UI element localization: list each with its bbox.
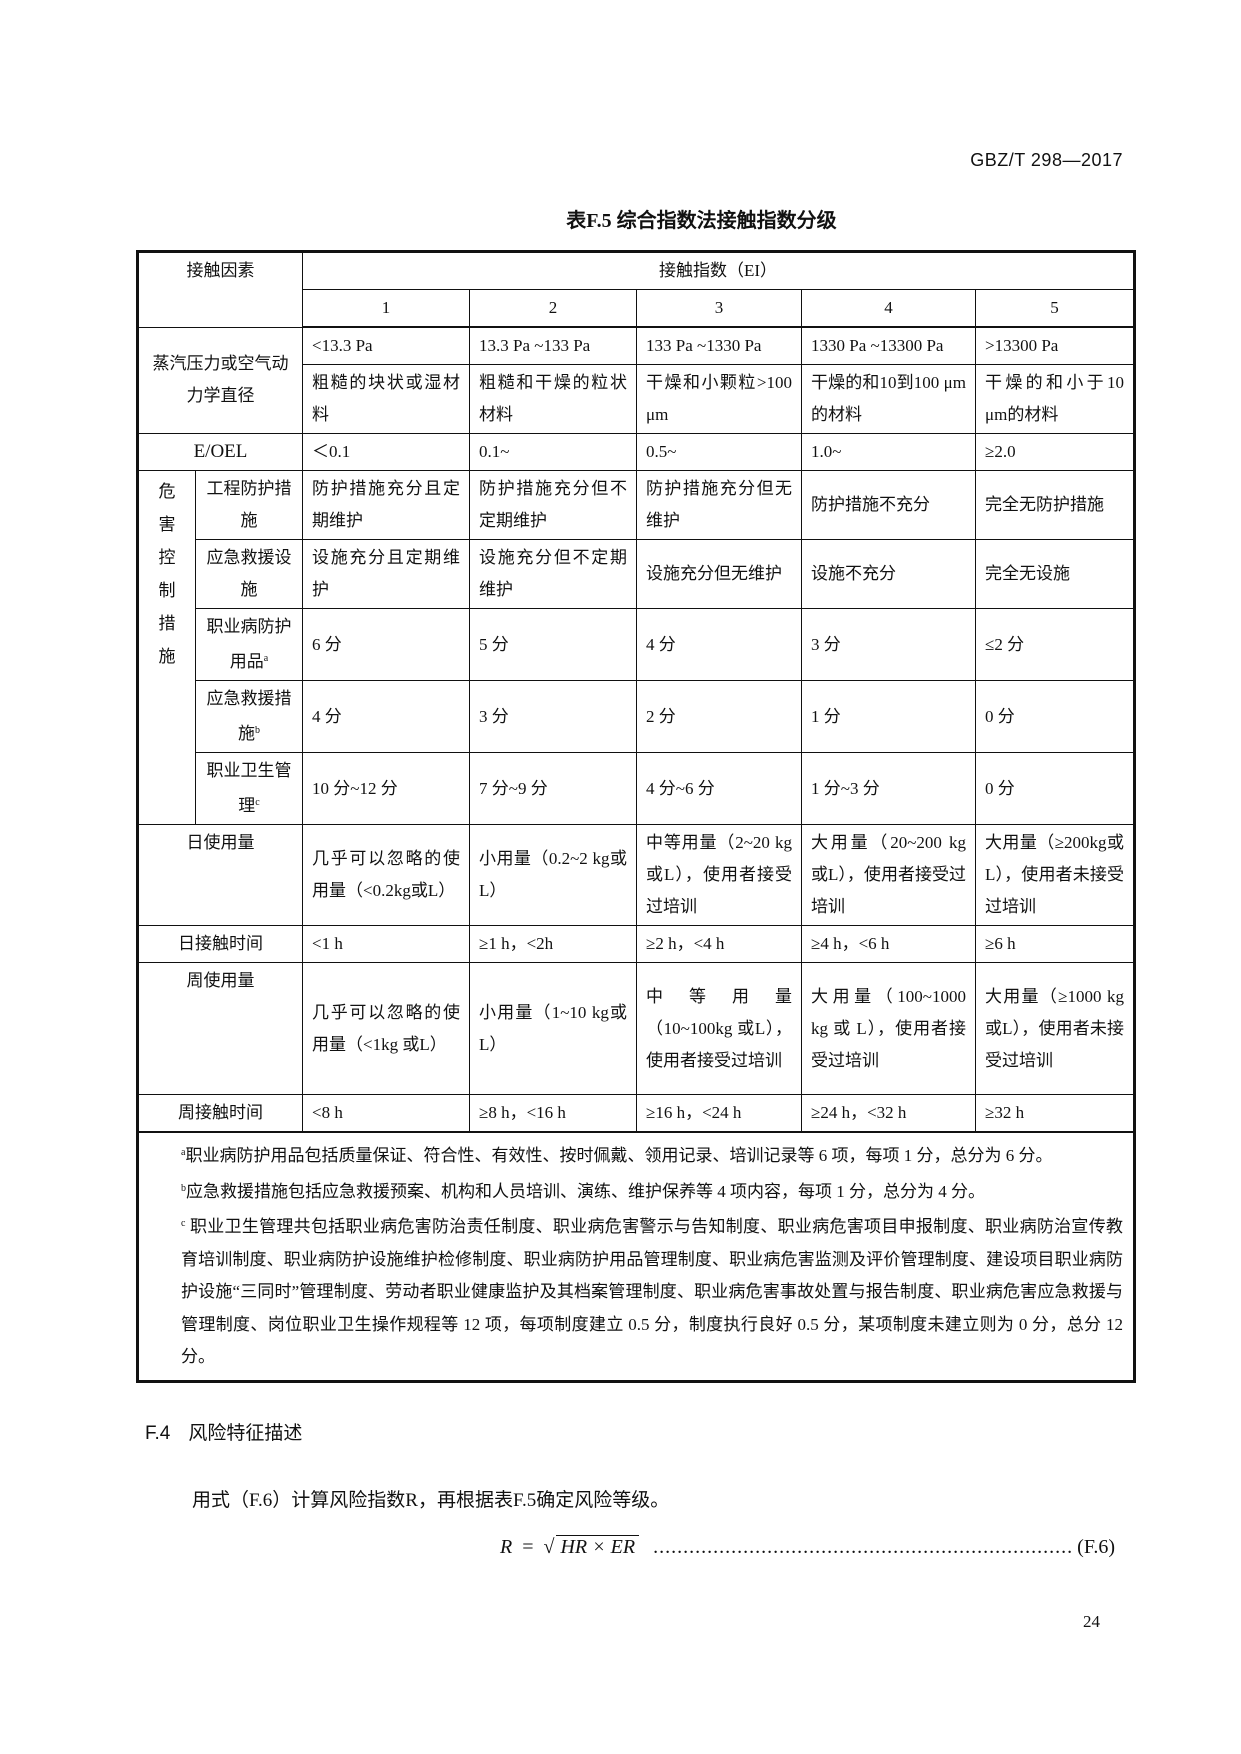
table-cell: 防护措施充分但不定期维护 xyxy=(469,470,637,540)
row-label: 应急救援措施b xyxy=(195,680,303,753)
table-cell: 1 分~3 分 xyxy=(801,752,976,825)
table-title: 表F.5 综合指数法接触指数分级 xyxy=(566,210,837,232)
table-cell: ≥4 h，<6 h xyxy=(801,925,976,963)
table-cell: 大用量（20~200 kg或L），使用者接受过培训 xyxy=(801,824,976,926)
table-cell: <8 h xyxy=(302,1094,470,1133)
daily-time-label: 日接触时间 xyxy=(137,925,303,963)
table-cell: 防护措施不充分 xyxy=(801,470,976,540)
table-cell: 干燥的和小于10 μm的材料 xyxy=(975,364,1135,434)
section-heading: F.4 风险特征描述 xyxy=(145,1423,303,1444)
level-5: 5 xyxy=(975,289,1135,328)
table-cell: 大用量（≥1000 kg或L），使用者未接受过培训 xyxy=(975,962,1135,1095)
table-cell: 设施充分但不定期维护 xyxy=(469,539,637,609)
table-cell: ≥1 h，<2h xyxy=(469,925,637,963)
table-cell: >13300 Pa xyxy=(975,326,1135,365)
note-a: a职业病防护用品包括质量保证、符合性、有效性、按时佩戴、领用记录、培训记录等 6… xyxy=(181,1146,1053,1165)
table-cell: 小用量（0.2~2 kg或L） xyxy=(469,824,637,926)
table-cell: 13.3 Pa ~133 Pa xyxy=(469,326,637,365)
row-label: 应急救援设施 xyxy=(195,539,303,609)
table-cell: ≥24 h，<32 h xyxy=(801,1094,976,1133)
table-cell: ＜0.1 xyxy=(302,433,470,471)
table-cell: ≤2 分 xyxy=(975,608,1135,681)
table-cell: 设施充分且定期维护 xyxy=(302,539,470,609)
table-cell: ≥6 h xyxy=(975,925,1135,963)
body-paragraph: 用式（F.6）计算风险指数R，再根据表F.5确定风险等级。 xyxy=(192,1490,670,1511)
table-cell: ≥32 h xyxy=(975,1094,1135,1133)
eoel-label: E/OEL xyxy=(137,433,303,471)
table-cell: ≥16 h，<24 h xyxy=(636,1094,802,1133)
table-cell: 2 分 xyxy=(636,680,802,753)
table-cell: 3 分 xyxy=(469,680,637,753)
table-cell: 干燥和小颗粒>100 μm xyxy=(636,364,802,434)
table-cell: 几乎可以忽略的使用量（<1kg 或L） xyxy=(302,962,470,1095)
header-ei: 接触指数（EI） xyxy=(302,251,1135,290)
table-cell: 设施不充分 xyxy=(801,539,976,609)
table-cell: <1 h xyxy=(302,925,470,963)
table-cell: 干燥的和10到100 μm的材料 xyxy=(801,364,976,434)
table-cell: 0 分 xyxy=(975,680,1135,753)
table-cell: 完全无防护措施 xyxy=(975,470,1135,540)
table-cell: 6 分 xyxy=(302,608,470,681)
note-c: c 职业卫生管理共包括职业病危害防治责任制度、职业病危害警示与告知制度、职业病危… xyxy=(181,1217,1123,1366)
table-cell: 小用量（1~10 kg或L） xyxy=(469,962,637,1095)
table-cell: 完全无设施 xyxy=(975,539,1135,609)
row-label: 工程防护措施 xyxy=(195,470,303,540)
daily-use-label: 日使用量 xyxy=(137,824,303,926)
level-1: 1 xyxy=(302,289,470,328)
row-label: 职业卫生管理c xyxy=(195,752,303,825)
table-cell: 粗糙的块状或湿材料 xyxy=(302,364,470,434)
table-cell: 0.5~ xyxy=(636,433,802,471)
weekly-time-label: 周接触时间 xyxy=(137,1094,303,1133)
table-cell: 大用量（100~1000 kg 或 L），使用者接受过培训 xyxy=(801,962,976,1095)
table-cell: 几乎可以忽略的使用量（<0.2kg或L） xyxy=(302,824,470,926)
level-3: 3 xyxy=(636,289,802,328)
table-cell: 粗糙和干燥的粒状材料 xyxy=(469,364,637,434)
table-cell: 设施充分但无维护 xyxy=(636,539,802,609)
table-cell: 防护措施充分且定期维护 xyxy=(302,470,470,540)
table-cell: 4 分 xyxy=(302,680,470,753)
exposure-index-table: 接触因素 接触指数（EI） 1 2 3 4 5 蒸汽压力或空气动力学直径 <13… xyxy=(136,250,1136,1383)
row-label: 职业病防护用品a xyxy=(195,608,303,681)
table-cell: 10 分~12 分 xyxy=(302,752,470,825)
table-cell: 1.0~ xyxy=(801,433,976,471)
table-cell: 4 分~6 分 xyxy=(636,752,802,825)
table-cell: ≥2.0 xyxy=(975,433,1135,471)
table-cell: 防护措施充分但无维护 xyxy=(636,470,802,540)
table-cell: ≥8 h，<16 h xyxy=(469,1094,637,1133)
level-2: 2 xyxy=(469,289,637,328)
weekly-use-label: 周使用量 xyxy=(137,962,303,1095)
formula-f6: R = √ HR × ER ...........................… xyxy=(500,1535,1115,1558)
header-factor: 接触因素 xyxy=(137,251,303,328)
hazard-control-label: 危害控制措施 xyxy=(137,470,196,825)
table-cell: 0.1~ xyxy=(469,433,637,471)
table-cell: 4 分 xyxy=(636,608,802,681)
table-cell: ≥2 h，<4 h xyxy=(636,925,802,963)
table-cell: 1330 Pa ~13300 Pa xyxy=(801,326,976,365)
table-cell: 133 Pa ~1330 Pa xyxy=(636,326,802,365)
table-cell: 0 分 xyxy=(975,752,1135,825)
vapor-label: 蒸汽压力或空气动力学直径 xyxy=(137,326,303,434)
page-number: 24 xyxy=(1083,1612,1100,1631)
table-cell: 中等用量（2~20 kg或L），使用者接受过培训 xyxy=(636,824,802,926)
table-cell: 中等用量（10~100kg 或L），使用者接受过培训 xyxy=(636,962,802,1095)
table-cell: 1 分 xyxy=(801,680,976,753)
table-cell: 大用量（≥200kg或L），使用者未接受过培训 xyxy=(975,824,1135,926)
table-cell: 3 分 xyxy=(801,608,976,681)
table-cell: 5 分 xyxy=(469,608,637,681)
table-cell: 7 分~9 分 xyxy=(469,752,637,825)
level-4: 4 xyxy=(801,289,976,328)
table-cell: <13.3 Pa xyxy=(302,326,470,365)
table-notes: a职业病防护用品包括质量保证、符合性、有效性、按时佩戴、领用记录、培训记录等 6… xyxy=(137,1131,1135,1382)
standard-code: GBZ/T 298—2017 xyxy=(970,150,1123,170)
formula-number: (F.6) xyxy=(1077,1536,1115,1558)
note-b: b应急救援措施包括应急救援预案、机构和人员培训、演练、维护保养等 4 项内容，每… xyxy=(181,1181,985,1201)
